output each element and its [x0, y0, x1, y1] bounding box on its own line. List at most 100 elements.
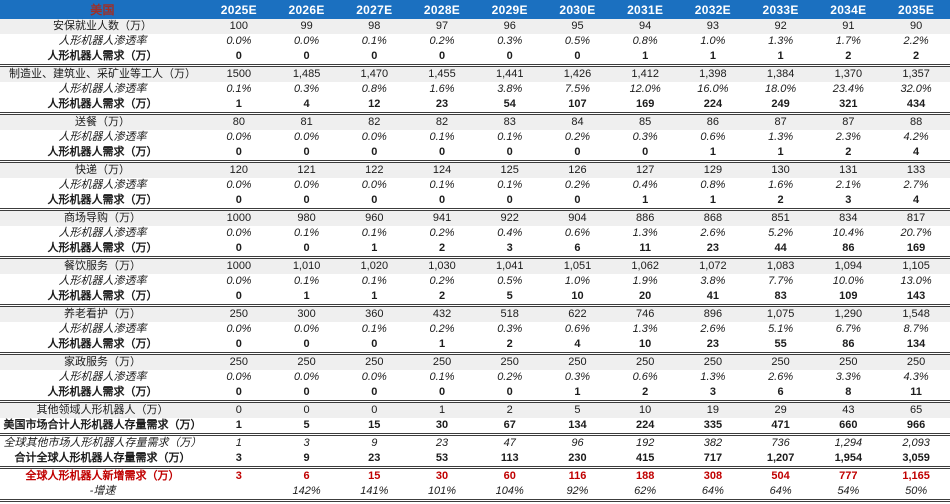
value-cell: 23: [368, 452, 381, 464]
value-cell: 0.1%: [361, 323, 387, 335]
table-row: 人形机器人需求（万） 0 0 0 1 2 4 10 23 55 86 134: [0, 337, 950, 354]
value-cell: 904: [543, 208, 612, 226]
value-cell: 868: [679, 208, 747, 226]
value-cell: 1,954: [834, 452, 863, 464]
year-header: 2034E: [814, 0, 883, 19]
value-cell: 0.8%: [700, 179, 726, 191]
value-cell: 2: [913, 50, 920, 62]
row-label: 人形机器人渗透率: [58, 227, 147, 239]
value-cell: 142%: [292, 485, 321, 497]
year-header: 2028E: [408, 0, 476, 19]
value-cell: 1,412: [611, 64, 680, 82]
value-cell: 96: [543, 433, 612, 451]
value-cell: 94: [611, 19, 680, 34]
value-cell: 0.1%: [294, 227, 320, 239]
value-cell: 0.3%: [497, 323, 523, 335]
value-cell: 92: [746, 19, 815, 34]
value-cell: 2.6%: [768, 371, 794, 383]
value-cell: 0.3%: [497, 35, 523, 47]
value-cell: 0.8%: [632, 35, 658, 47]
value-cell: 11: [639, 242, 651, 254]
value-cell: 966: [906, 419, 926, 431]
value-cell: 250: [543, 352, 612, 370]
value-cell: 0.0%: [226, 35, 252, 47]
value-cell: 922: [475, 208, 544, 226]
value-cell: 0.2%: [564, 131, 590, 143]
value-cell: 1,455: [408, 64, 476, 82]
value-cell: 15: [340, 466, 409, 484]
table-row: 全球其他市场人形机器人存量需求（万） 1 3 9 23 47 96 192 382 736 1,29…: [0, 433, 950, 451]
value-cell: 3.3%: [835, 371, 861, 383]
value-cell: 23: [435, 98, 449, 110]
value-cell: 101%: [427, 485, 457, 497]
value-cell: 1,441: [475, 64, 544, 82]
value-cell: 127: [611, 160, 680, 178]
value-cell: 20.7%: [900, 227, 932, 239]
value-cell: 5: [543, 400, 612, 418]
value-cell: 0: [340, 400, 409, 418]
value-cell: 250: [272, 352, 341, 370]
value-cell: 6: [574, 242, 581, 254]
value-cell: 250: [205, 304, 273, 322]
value-cell: 2.1%: [835, 179, 861, 191]
value-cell: 1,030: [408, 256, 476, 274]
row-label: 其他领域人形机器人（万）: [0, 400, 205, 418]
value-cell: 23: [706, 242, 720, 254]
value-cell: 2.3%: [835, 131, 861, 143]
value-cell: 1,105: [882, 256, 950, 274]
value-cell: 6: [777, 386, 784, 398]
value-cell: 1,041: [475, 256, 544, 274]
value-cell: 87: [814, 112, 883, 130]
row-label: 人形机器人渗透率: [58, 179, 147, 191]
value-cell: 0.2%: [429, 275, 455, 287]
year-header: 2035E: [882, 0, 950, 19]
value-cell: [205, 484, 273, 501]
value-cell: 0.4%: [497, 227, 523, 239]
value-cell: 16.0%: [697, 83, 729, 95]
value-cell: 2.2%: [903, 35, 929, 47]
value-cell: 851: [746, 208, 815, 226]
value-cell: 3.8%: [497, 83, 523, 95]
value-cell: 0.4%: [632, 179, 658, 191]
value-cell: 0: [371, 50, 378, 62]
value-cell: 130: [746, 160, 815, 178]
value-cell: 64%: [701, 485, 724, 497]
value-cell: 1.6%: [768, 179, 794, 191]
value-cell: 15: [368, 419, 381, 431]
year-header: 2030E: [543, 0, 612, 19]
value-cell: 0: [438, 50, 446, 62]
value-cell: 0: [303, 242, 310, 254]
value-cell: 0.6%: [632, 371, 658, 383]
value-cell: 0: [272, 400, 341, 418]
value-cell: 1,020: [340, 256, 409, 274]
value-cell: 0.0%: [226, 179, 252, 191]
row-label: 人形机器人渗透率: [58, 371, 147, 383]
value-cell: 129: [679, 160, 747, 178]
value-cell: 834: [814, 208, 883, 226]
value-cell: 896: [679, 304, 747, 322]
value-cell: 3: [235, 452, 242, 464]
year-header: 2029E: [475, 0, 544, 19]
value-cell: 250: [611, 352, 680, 370]
value-cell: 1.6%: [429, 83, 455, 95]
value-cell: 0.1%: [429, 179, 455, 191]
value-cell: 0.0%: [226, 323, 252, 335]
value-cell: 0: [506, 386, 513, 398]
value-cell: 321: [839, 98, 858, 110]
row-label: 全球人形机器人新增需求（万）: [0, 466, 205, 484]
value-cell: 0.0%: [226, 275, 252, 287]
value-cell: 47: [475, 433, 544, 451]
table-row: 送餐（万） 80 81 82 82 83 84 85 86 87 87 88: [0, 112, 950, 130]
value-cell: 20: [639, 290, 652, 302]
year-header: 2032E: [679, 0, 747, 19]
table-row: 人形机器人渗透率 0.0% 0.0% 0.1% 0.2% 0.3% 0.6% 1.3% 2.6%…: [0, 322, 950, 337]
value-cell: 736: [746, 433, 815, 451]
value-cell: 3: [506, 242, 513, 254]
value-cell: 55: [774, 338, 787, 350]
value-cell: 1: [574, 386, 581, 398]
year-header: 2031E: [611, 0, 680, 19]
value-cell: 12.0%: [629, 83, 661, 95]
value-cell: 12: [368, 98, 381, 110]
value-cell: 0.5%: [564, 35, 590, 47]
value-cell: 0.0%: [361, 179, 387, 191]
